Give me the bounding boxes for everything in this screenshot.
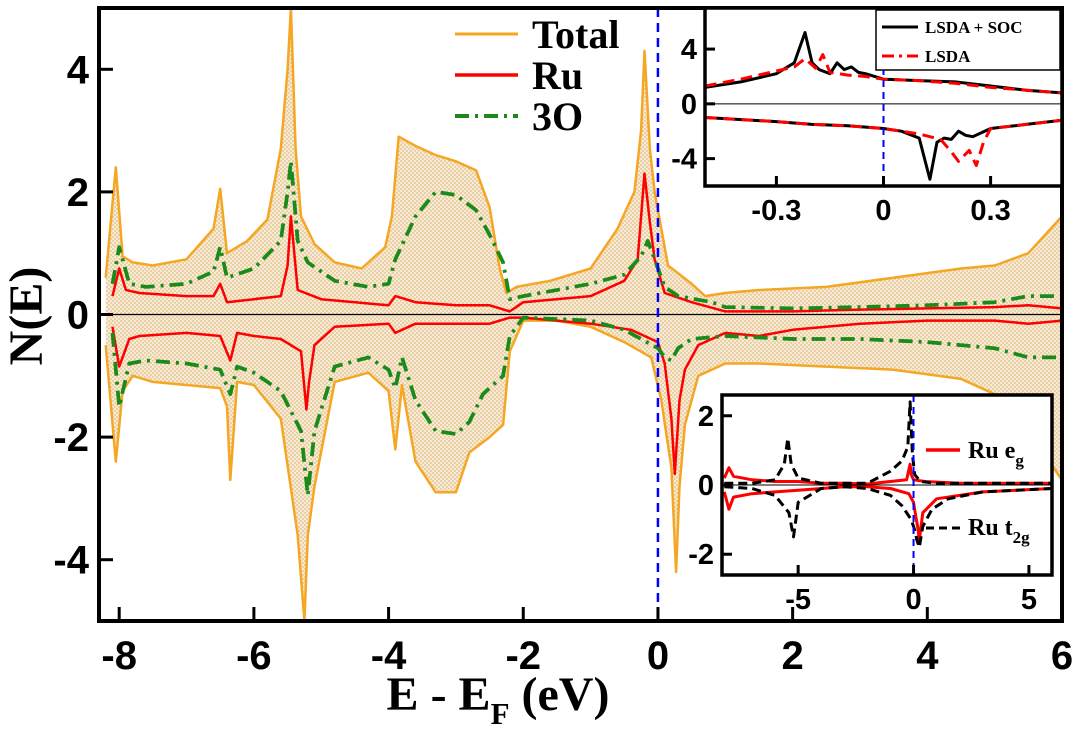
legend-lsda-label: LSDA <box>925 47 971 66</box>
series-line-3o-down <box>110 315 1062 498</box>
y-tick-label: -2 <box>688 539 714 571</box>
legend-ru-eg-label: Ru eg <box>968 438 1024 470</box>
y-tick-label: 0 <box>698 470 714 502</box>
series-line-total-up <box>104 8 1062 298</box>
x-tick-label: -2 <box>505 634 541 678</box>
x-tick-label: 5 <box>1021 584 1037 616</box>
series-line-ru-t-down <box>724 485 1052 549</box>
total-fill-up <box>105 8 1062 315</box>
series-line-lsda-down <box>705 116 1062 167</box>
series-line-ru-e-down <box>722 485 1052 542</box>
series-line-total-down <box>104 319 1062 621</box>
x-tick-label: -0.3 <box>751 195 801 227</box>
series-line-lsda-up <box>705 53 1062 95</box>
y-tick-label: 2 <box>698 401 714 433</box>
y-tick-label: 0 <box>681 89 697 121</box>
inset2-legend: Ru eg Ru t2g <box>926 438 1030 547</box>
x-tick-label: -6 <box>236 634 272 678</box>
y-tick-label: -4 <box>53 539 89 583</box>
legend-3o-label: 3O <box>532 94 583 139</box>
inset1-series-layer <box>705 31 1062 181</box>
inset1-legend: LSDA + SOC LSDA <box>875 9 1061 71</box>
main-series-layer <box>104 8 1062 621</box>
x-tick-label: 2 <box>782 634 804 678</box>
y-tick-label: 0 <box>67 294 89 338</box>
main-axis-ticks: -8 -6 -4 -2 0 2 4 6 -4 -2 0 2 4 <box>53 48 1073 678</box>
x-tick-label: 0 <box>875 195 891 227</box>
y-axis-title: N(E) <box>0 267 53 366</box>
x-tick-label: -4 <box>371 634 407 678</box>
legend-ru-label: Ru <box>532 53 583 98</box>
inset1-legend-box <box>875 9 1061 71</box>
inset1-axis-ticks: -0.3 0 0.3 -4 0 4 <box>671 34 1011 227</box>
orbital-inset-plot: -5 0 5 -2 0 2 Ru eg Ru t2g <box>688 393 1054 616</box>
legend-ru-t2g-label: Ru t2g <box>968 515 1030 547</box>
x-tick-label: -5 <box>785 584 811 616</box>
x-tick-label: -8 <box>101 634 137 678</box>
series-line-ru-t-up <box>724 400 1052 485</box>
series-line-3o-up <box>110 159 1062 311</box>
legend-total-label: Total <box>532 12 619 57</box>
x-tick-label: 0 <box>647 634 669 678</box>
y-tick-label: 4 <box>681 34 697 66</box>
x-tick-label: 0.3 <box>970 195 1010 227</box>
x-tick-label: 4 <box>916 634 939 678</box>
soc-inset-plot: -0.3 0 0.3 -4 0 4 LSDA + SOC LSDA <box>671 6 1064 227</box>
inset2-axis-ticks: -5 0 5 -2 0 2 <box>688 401 1037 616</box>
x-axis-title: E - EF (eV) <box>387 668 610 731</box>
legend-lsda-soc-label: LSDA + SOC <box>925 18 1023 37</box>
main-legend: Total Ru 3O <box>455 12 619 139</box>
series-line-ru-up <box>111 172 1062 313</box>
y-tick-label: 4 <box>67 48 90 92</box>
y-tick-label: -2 <box>53 416 89 460</box>
x-tick-label: 0 <box>905 584 921 616</box>
inset2-series-layer <box>722 400 1052 549</box>
y-tick-label: 2 <box>67 171 89 215</box>
series-line-ru-down <box>111 316 1062 476</box>
x-tick-label: 6 <box>1051 634 1073 678</box>
y-tick-label: -4 <box>671 144 697 176</box>
